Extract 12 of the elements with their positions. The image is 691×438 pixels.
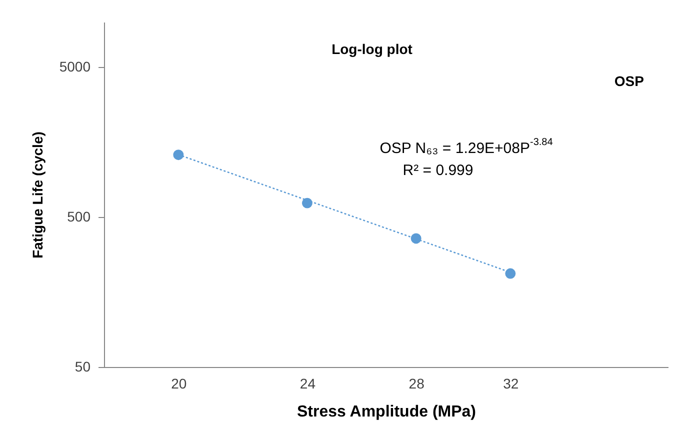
- text: Log-log plot: [332, 41, 413, 57]
- annotation: R² = 0.999: [402, 162, 474, 179]
- x-tick-label: 24: [300, 376, 316, 392]
- y-axis-title: Fatigue Life (cycle): [29, 132, 46, 258]
- x-tick-label: 32: [503, 376, 519, 392]
- annotation: OSP: [614, 73, 644, 89]
- y-tick-label: 500: [67, 208, 91, 225]
- x-tick-label: 20: [171, 376, 187, 392]
- x-axis-title: Stress Amplitude (MPa): [297, 404, 476, 420]
- x-tick-label: 28: [408, 376, 425, 392]
- y-tick-label: 50: [74, 358, 91, 374]
- y-tick-label: 5000: [59, 58, 91, 75]
